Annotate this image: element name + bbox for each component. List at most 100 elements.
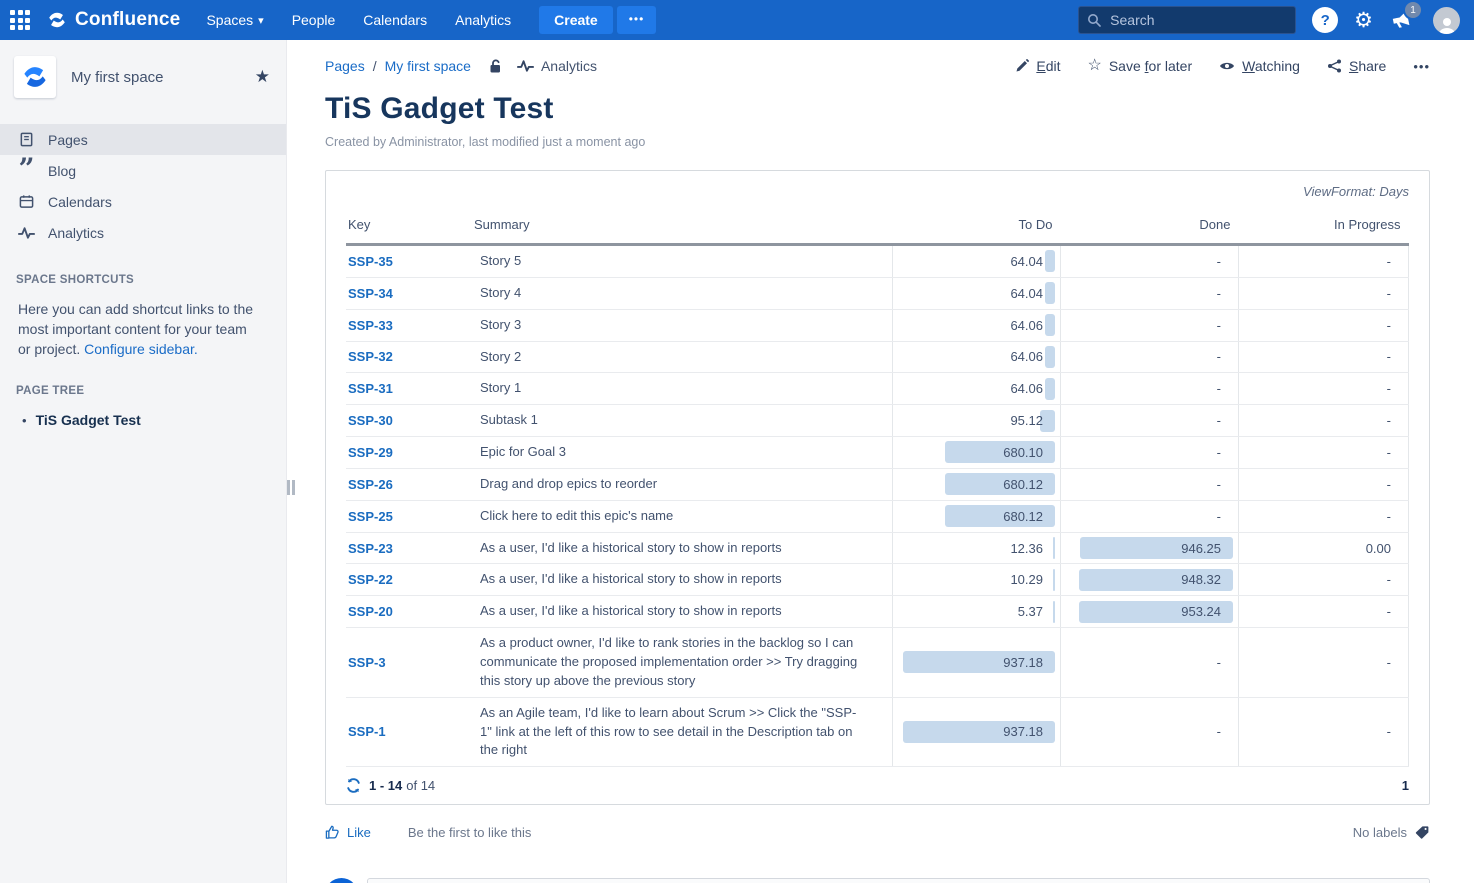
sidebar-item-blog[interactable]: ” Blog <box>0 155 286 186</box>
breadcrumb-pages-link[interactable]: Pages <box>325 58 365 74</box>
value-text: - <box>1386 285 1391 301</box>
value-cell: - <box>1060 277 1239 310</box>
view-format-label: ViewFormat: Days <box>1303 184 1409 199</box>
column-header-summary[interactable]: Summary <box>472 211 893 246</box>
in-progress-cell: - <box>1238 309 1409 342</box>
user-avatar[interactable] <box>1433 6 1460 34</box>
issue-key-link[interactable]: SSP-20 <box>348 604 393 620</box>
issue-key-link[interactable]: SSP-34 <box>348 285 393 301</box>
column-header-key[interactable]: Key <box>346 211 472 246</box>
search-input[interactable] <box>1108 11 1288 29</box>
blog-quote-icon: ” <box>18 152 35 185</box>
key-cell: SSP-35 <box>346 244 472 278</box>
sidebar-item-label: Pages <box>48 131 88 148</box>
value-text: - <box>1386 572 1391 588</box>
key-cell: SSP-25 <box>346 500 472 533</box>
sidebar-item-label: Analytics <box>48 224 105 241</box>
value-bar <box>945 473 1055 496</box>
issue-key-link[interactable]: SSP-31 <box>348 381 393 397</box>
sidebar-resize-handle[interactable] <box>287 480 295 495</box>
issue-key-link[interactable]: SSP-23 <box>348 540 393 556</box>
issue-key-link[interactable]: SSP-3 <box>348 654 386 670</box>
space-logo[interactable] <box>14 56 56 98</box>
create-button[interactable]: Create <box>539 6 613 34</box>
notification-badge: 1 <box>1405 2 1421 18</box>
key-cell: SSP-33 <box>346 309 472 342</box>
table-row: SSP-22 As a user, I'd like a historical s… <box>346 563 1409 597</box>
brand-wordmark: Confluence <box>75 9 181 30</box>
value-cell: 953.24 <box>1060 595 1239 629</box>
breadcrumb-space-link[interactable]: My first space <box>384 58 471 74</box>
summary-cell: As a user, I'd like a historical story t… <box>472 532 893 565</box>
sidebar-item-analytics[interactable]: Analytics <box>0 217 286 248</box>
value-bar <box>903 720 1055 743</box>
page-more-button[interactable]: ••• <box>1413 58 1430 74</box>
search-box[interactable] <box>1078 6 1297 34</box>
column-header-todo[interactable]: To Do <box>892 211 1061 246</box>
search-icon <box>1087 13 1101 27</box>
labels-area[interactable]: No labels <box>1353 825 1430 840</box>
help-icon[interactable]: ? <box>1312 7 1339 33</box>
value-text: - <box>1216 285 1221 301</box>
like-button[interactable]: Like <box>325 825 371 840</box>
confluence-logo[interactable]: Confluence <box>46 9 180 31</box>
nav-more-button[interactable]: ••• <box>616 6 657 34</box>
value-bar <box>1053 600 1055 623</box>
value-text: - <box>1386 349 1391 365</box>
refresh-icon[interactable] <box>346 778 361 793</box>
favorite-star-icon[interactable]: ★ <box>254 67 270 86</box>
value-bar <box>1040 409 1055 432</box>
sidebar-item-pages[interactable]: Pages <box>0 124 286 155</box>
value-cell: - <box>1060 404 1239 438</box>
nav-item-people[interactable]: People <box>291 12 336 28</box>
issue-key-link[interactable]: SSP-25 <box>348 508 393 524</box>
value-cell: 680.12 <box>892 468 1061 501</box>
configure-sidebar-link[interactable]: Configure sidebar. <box>84 341 198 357</box>
key-cell: SSP-26 <box>346 468 472 501</box>
value-text: - <box>1386 253 1391 269</box>
table-row: SSP-32 Story 2 64.06 - - <box>346 341 1409 374</box>
share-button[interactable]: Share <box>1327 58 1386 74</box>
in-progress-cell: - <box>1238 595 1409 629</box>
nav-item-analytics[interactable]: Analytics <box>455 12 512 28</box>
issue-key-link[interactable]: SSP-32 <box>348 349 393 365</box>
column-header-done[interactable]: Done <box>1060 211 1239 246</box>
value-cell: 64.04 <box>892 277 1061 310</box>
summary-cell: Story 3 <box>472 309 893 342</box>
edit-button[interactable]: Edit <box>1015 58 1060 74</box>
issue-key-link[interactable]: SSP-33 <box>348 317 393 333</box>
app-switcher-icon[interactable] <box>0 0 40 40</box>
value-text: 680.12 <box>1003 508 1043 524</box>
column-header-in-progress[interactable]: In Progress <box>1238 211 1409 246</box>
issue-key-link[interactable]: SSP-30 <box>348 413 393 429</box>
issue-key-link[interactable]: SSP-22 <box>348 572 393 588</box>
issue-key-link[interactable]: SSP-29 <box>348 444 393 460</box>
gear-icon[interactable]: ⚙ <box>1354 8 1373 32</box>
nav-item-calendars[interactable]: Calendars <box>363 12 428 28</box>
page-title: TiS Gadget Test <box>325 92 554 125</box>
table-row: SSP-29 Epic for Goal 3 680.10 - - <box>346 436 1409 469</box>
comment-input[interactable]: Write a comment... <box>367 878 1430 883</box>
value-text: - <box>1386 604 1391 620</box>
in-progress-cell: - <box>1238 436 1409 469</box>
value-bar <box>1045 282 1055 305</box>
table-row: SSP-26 Drag and drop epics to reorder 680.… <box>346 468 1409 501</box>
sidebar-item-calendars[interactable]: Calendars <box>0 186 286 217</box>
summary-cell: Story 5 <box>472 244 893 278</box>
value-text: - <box>1216 654 1221 670</box>
issue-key-link[interactable]: SSP-35 <box>348 253 393 269</box>
watching-button[interactable]: Watching <box>1219 58 1300 74</box>
page-tree-item-tis-gadget-test[interactable]: • TiS Gadget Test <box>22 412 141 428</box>
value-text: 946.25 <box>1181 540 1221 556</box>
announcements-icon[interactable]: 1 <box>1389 2 1421 34</box>
table-row: SSP-20 As a user, I'd like a historical s… <box>346 595 1409 629</box>
current-page-number[interactable]: 1 <box>1401 778 1409 794</box>
issue-key-link[interactable]: SSP-1 <box>348 724 386 740</box>
save-for-later-button[interactable]: ☆ Save for later <box>1087 57 1193 75</box>
issue-key-link[interactable]: SSP-26 <box>348 476 393 492</box>
nav-item-spaces[interactable]: Spaces ▾ <box>206 12 264 28</box>
summary-cell: Epic for Goal 3 <box>472 436 893 469</box>
unrestricted-lock-icon[interactable] <box>487 58 503 74</box>
analytics-context[interactable]: Analytics <box>516 58 597 74</box>
space-name[interactable]: My first space <box>71 68 164 86</box>
